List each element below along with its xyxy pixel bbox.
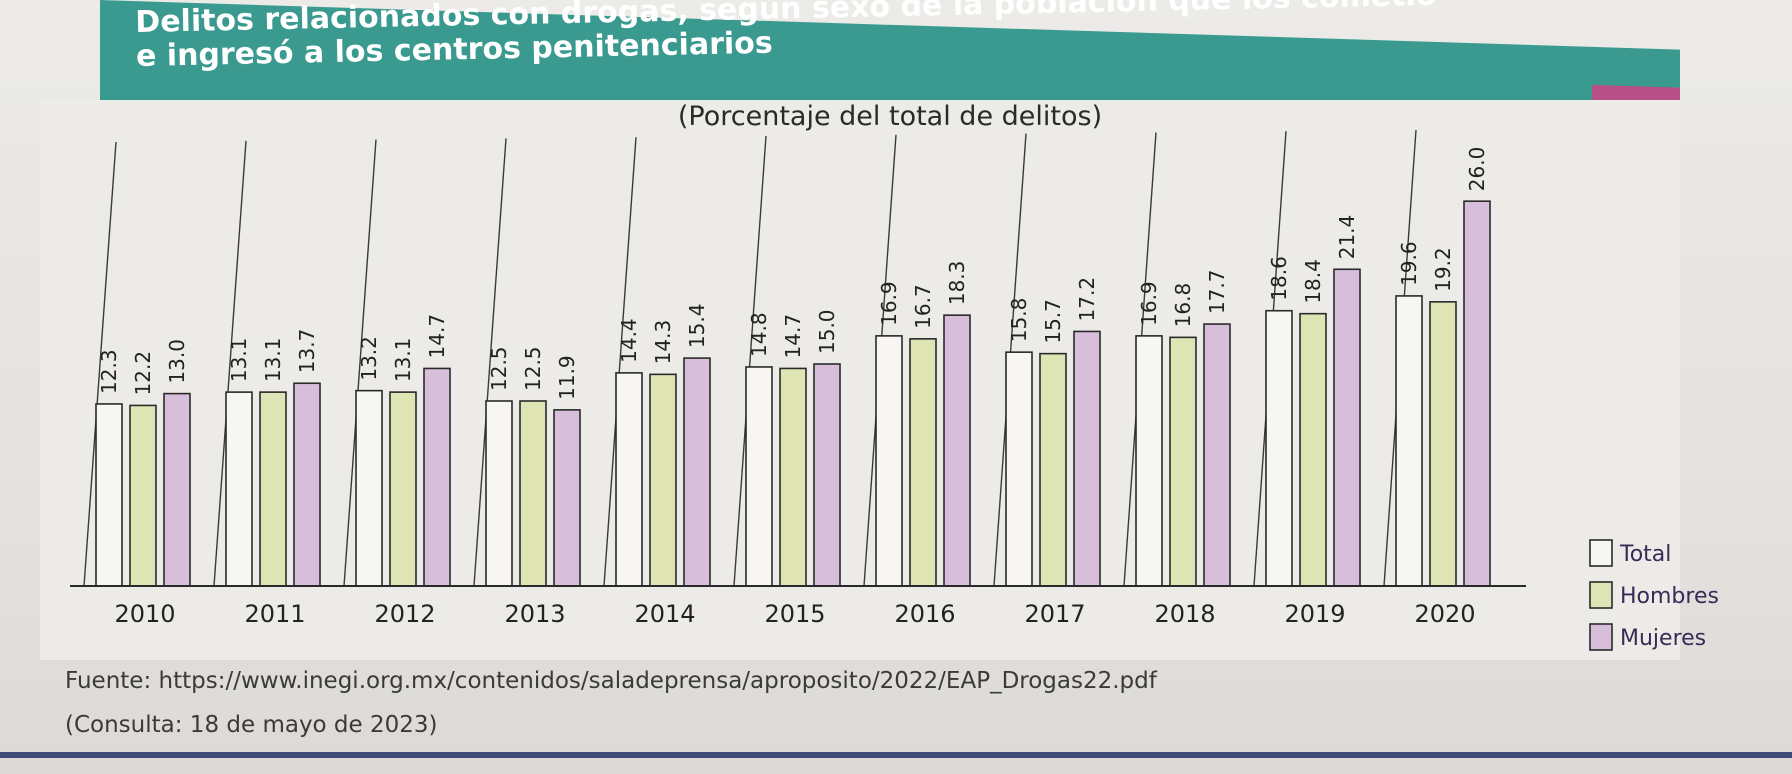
value-label-hombres-2013: 12.5 xyxy=(521,346,545,391)
bottom-rule xyxy=(0,752,1792,758)
bar-hombres-2012 xyxy=(389,391,417,587)
bar-hombres-2011 xyxy=(259,391,287,587)
legend-label-hombres: Hombres xyxy=(1620,584,1719,609)
legend-label-mujeres: Mujeres xyxy=(1620,626,1706,651)
bar-hombres-2013 xyxy=(519,400,547,587)
bar-mujeres-2017 xyxy=(1073,330,1101,587)
bar-total-2010 xyxy=(95,403,123,587)
bar-mujeres-2012 xyxy=(423,367,451,587)
bar-mujeres-2016 xyxy=(943,314,971,587)
value-label-total-2015: 14.8 xyxy=(747,312,771,357)
bar-total-2015 xyxy=(745,366,773,587)
value-label-mujeres-2020: 26.0 xyxy=(1465,147,1489,192)
chart-legend: Total Hombres Mujeres xyxy=(1589,539,1719,651)
bar-mujeres-2019 xyxy=(1333,268,1361,587)
value-label-mujeres-2019: 21.4 xyxy=(1335,215,1359,260)
bar-mujeres-2010 xyxy=(163,392,191,587)
value-label-total-2016: 16.9 xyxy=(877,281,901,326)
bar-total-2014 xyxy=(615,372,643,587)
bar-hombres-2020 xyxy=(1429,301,1457,587)
value-label-total-2013: 12.5 xyxy=(487,346,511,391)
year-divider-2013 xyxy=(473,138,507,587)
legend-label-total: Total xyxy=(1619,542,1671,567)
year-label-2010: 2010 xyxy=(114,600,175,628)
value-label-total-2017: 15.8 xyxy=(1007,298,1031,343)
value-label-total-2020: 19.6 xyxy=(1397,241,1421,286)
bar-hombres-2016 xyxy=(909,338,937,587)
bar-hombres-2018 xyxy=(1169,336,1197,587)
value-label-mujeres-2011: 13.7 xyxy=(295,329,319,374)
value-label-total-2018: 16.9 xyxy=(1137,281,1161,326)
value-label-hombres-2014: 14.3 xyxy=(651,320,675,365)
year-label-2017: 2017 xyxy=(1024,600,1085,628)
year-label-2011: 2011 xyxy=(244,600,305,628)
chart-title: (Porcentaje del total de delitos) xyxy=(678,101,1102,132)
value-label-mujeres-2018: 17.7 xyxy=(1205,270,1229,315)
value-label-mujeres-2010: 13.0 xyxy=(165,339,189,384)
value-label-total-2011: 13.1 xyxy=(227,338,251,383)
bar-total-2020 xyxy=(1395,295,1423,587)
year-divider-2015 xyxy=(733,135,767,587)
source-note: Fuente: https://www.inegi.org.mx/conteni… xyxy=(65,668,1157,694)
value-label-hombres-2016: 16.7 xyxy=(911,284,935,329)
year-label-2016: 2016 xyxy=(894,600,955,628)
year-divider-2011 xyxy=(213,140,247,587)
bar-hombres-2015 xyxy=(779,367,807,587)
value-label-mujeres-2012: 14.7 xyxy=(425,314,449,359)
value-label-hombres-2019: 18.4 xyxy=(1301,259,1325,304)
bar-total-2018 xyxy=(1135,335,1163,587)
year-divider-2012 xyxy=(343,139,377,587)
value-label-total-2014: 14.4 xyxy=(617,318,641,363)
bar-mujeres-2020 xyxy=(1463,200,1491,587)
year-labels-group: 2010 2011 2012 2013 2014 2015 2016 2017 2018 2019… xyxy=(114,600,1475,628)
bar-total-2011 xyxy=(225,391,253,587)
bar-hombres-2014 xyxy=(649,373,677,587)
value-labels-group: 12.3 12.2 13.0 13.1 13.1 13.7 13.2 13.1 14.7 12.5… xyxy=(97,147,1489,400)
value-label-mujeres-2015: 15.0 xyxy=(815,309,839,354)
year-divider-2014 xyxy=(603,137,637,587)
year-label-2012: 2012 xyxy=(374,600,435,628)
year-label-2020: 2020 xyxy=(1414,600,1475,628)
value-label-hombres-2018: 16.8 xyxy=(1171,283,1195,328)
value-label-hombres-2012: 13.1 xyxy=(391,338,415,383)
value-label-mujeres-2016: 18.3 xyxy=(945,261,969,306)
bar-mujeres-2014 xyxy=(683,357,711,587)
bar-hombres-2019 xyxy=(1299,312,1327,587)
bar-total-2019 xyxy=(1265,309,1293,587)
bar-total-2016 xyxy=(875,335,903,587)
value-label-hombres-2015: 14.7 xyxy=(781,314,805,359)
value-label-total-2019: 18.6 xyxy=(1267,256,1291,301)
consulta-note: (Consulta: 18 de mayo de 2023) xyxy=(65,712,438,738)
year-label-2014: 2014 xyxy=(634,600,695,628)
bar-total-2013 xyxy=(485,400,513,587)
legend-swatch-mujeres xyxy=(1589,623,1613,651)
bar-total-2017 xyxy=(1005,351,1033,587)
bars-group xyxy=(95,200,1491,587)
bar-mujeres-2015 xyxy=(813,363,841,587)
year-label-2015: 2015 xyxy=(764,600,825,628)
value-label-total-2012: 13.2 xyxy=(357,336,381,381)
bar-mujeres-2018 xyxy=(1203,323,1231,587)
bar-total-2012 xyxy=(355,389,383,587)
value-label-hombres-2011: 13.1 xyxy=(261,338,285,383)
year-divider-2010 xyxy=(83,141,117,587)
year-label-2013: 2013 xyxy=(504,600,565,628)
bar-mujeres-2013 xyxy=(553,409,581,587)
bar-hombres-2010 xyxy=(129,404,157,587)
bar-hombres-2017 xyxy=(1039,352,1067,587)
value-label-mujeres-2017: 17.2 xyxy=(1075,277,1099,322)
value-label-total-2010: 12.3 xyxy=(97,349,121,394)
value-label-hombres-2017: 15.7 xyxy=(1041,299,1065,344)
value-label-mujeres-2014: 15.4 xyxy=(685,304,709,349)
value-label-hombres-2010: 12.2 xyxy=(131,351,155,396)
year-label-2019: 2019 xyxy=(1284,600,1345,628)
bar-mujeres-2011 xyxy=(293,382,321,587)
year-label-2018: 2018 xyxy=(1154,600,1215,628)
value-label-mujeres-2013: 11.9 xyxy=(555,355,579,400)
legend-swatch-total xyxy=(1589,539,1613,567)
value-label-hombres-2020: 19.2 xyxy=(1431,247,1455,292)
legend-swatch-hombres xyxy=(1589,581,1613,609)
